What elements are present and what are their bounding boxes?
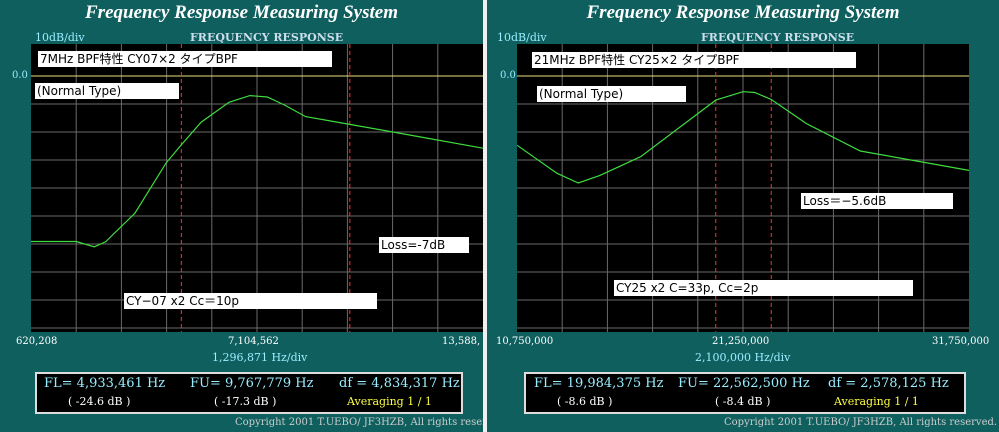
- right-info-panel: FL= 19,984,375 Hz FU= 22,562,500 Hz df =…: [524, 372, 966, 414]
- left-averaging: Averaging 1 / 1: [347, 395, 432, 408]
- left-comment-parts: CY−07 x2 Cc＝10p: [124, 293, 377, 309]
- left-plot-area[interactable]: 7MHz BPF特性 CY07×2 タイプBPF (Normal Type) L…: [31, 44, 483, 332]
- left-comment-type: (Normal Type): [35, 83, 179, 99]
- right-x-start: 10,750,000: [496, 336, 554, 347]
- right-comment-loss: Loss＝−5.6dB: [801, 193, 953, 209]
- left-comment-loss: Loss=-7dB: [379, 237, 469, 253]
- left-response-label: FREQUENCY RESPONSE: [190, 31, 344, 44]
- right-fu-value: FU= 22,562,500 Hz: [678, 376, 810, 391]
- right-fl-db: ( -8.6 dB ): [557, 395, 613, 408]
- left-fu-db: ( -17.3 dB ): [214, 395, 277, 408]
- left-x-per-div: 1,296,871 Hz/div: [212, 351, 308, 364]
- right-title: Frequency Response Measuring System: [586, 2, 900, 23]
- left-comment-title: 7MHz BPF特性 CY07×2 タイプBPF: [38, 51, 332, 67]
- right-response-label: FREQUENCY RESPONSE: [701, 31, 855, 44]
- right-x-per-div: 2,100,000 Hz/div: [695, 351, 791, 364]
- right-window: Frequency Response Measuring System 10dB…: [487, 0, 999, 432]
- right-comment-parts: CY25 x2 C=33p, Cc=2p: [614, 280, 913, 296]
- left-x-end: 13,588,: [442, 336, 481, 347]
- right-averaging: Averaging 1 / 1: [834, 395, 919, 408]
- right-plot-area[interactable]: 21MHz BPF特性 CY25×2 タイプBPF (Normal Type) …: [517, 44, 969, 332]
- right-fu-db: ( -8.4 dB ): [715, 395, 771, 408]
- right-comment-title: 21MHz BPF特性 CY25×2 タイプBPF: [532, 52, 856, 68]
- left-title: Frequency Response Measuring System: [85, 2, 398, 23]
- left-fu-value: FU= 9,767,779 Hz: [190, 376, 314, 391]
- right-trace-line: [517, 91, 969, 184]
- right-copyright: Copyright 2001 T.UEBO/ JF3HZB, All right…: [724, 417, 998, 428]
- left-trace-line: [31, 94, 483, 248]
- right-y-scale-label: 10dB/div: [497, 31, 547, 44]
- left-df-value: df = 4,834,317 Hz: [339, 376, 460, 391]
- right-x-center: 21,250,000: [712, 336, 770, 347]
- right-x-end: 31,750,000: [932, 336, 990, 347]
- left-info-panel: FL= 4,933,461 Hz FU= 9,767,779 Hz df = 4…: [35, 372, 463, 414]
- left-window: Frequency Response Measuring System 10dB…: [0, 0, 487, 432]
- left-fl-db: ( -24.6 dB ): [68, 395, 131, 408]
- left-zero-label: 0.0: [12, 70, 28, 81]
- left-fl-value: FL= 4,933,461 Hz: [44, 376, 166, 391]
- left-copyright: Copyright 2001 T.UEBO/ JF3HZB, All right…: [235, 417, 487, 428]
- right-comment-type: (Normal Type): [537, 86, 686, 102]
- right-zero-label: 0.0: [500, 70, 516, 81]
- right-df-value: df = 2,578,125 Hz: [828, 376, 949, 391]
- window-divider: [483, 0, 487, 432]
- left-x-start: 620,208: [16, 336, 58, 347]
- left-y-scale-label: 10dB/div: [35, 31, 85, 44]
- right-fl-value: FL= 19,984,375 Hz: [534, 376, 664, 391]
- left-x-center: 7,104,562: [228, 336, 279, 347]
